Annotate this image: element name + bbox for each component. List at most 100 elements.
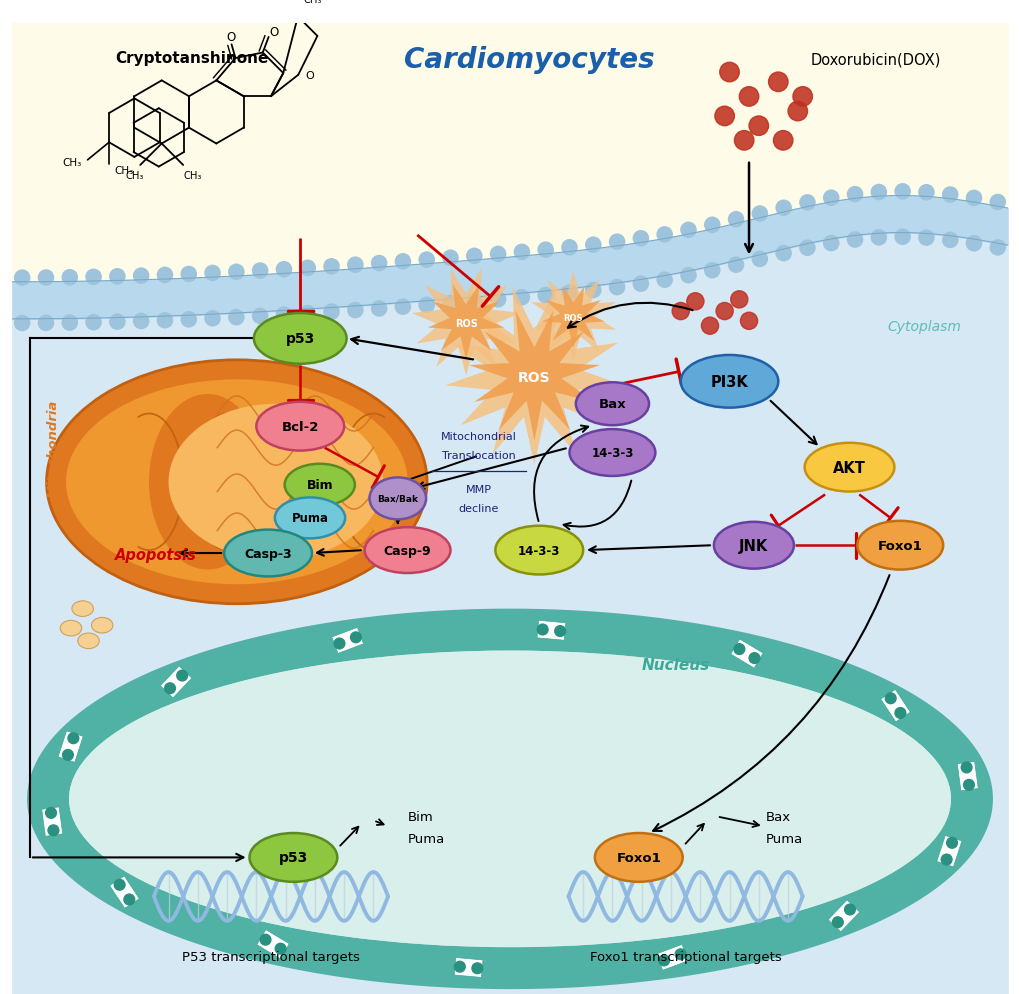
Text: CH₃: CH₃ <box>303 0 321 5</box>
Text: Cytoplasm: Cytoplasm <box>887 319 961 333</box>
Circle shape <box>560 285 577 301</box>
Circle shape <box>275 943 285 954</box>
Text: Bim: Bim <box>306 479 333 492</box>
Text: Cardiomyocytes: Cardiomyocytes <box>404 47 654 75</box>
Ellipse shape <box>680 356 777 409</box>
Text: p53: p53 <box>285 332 315 346</box>
Circle shape <box>394 299 411 316</box>
Text: Casp-3: Casp-3 <box>244 547 291 560</box>
Polygon shape <box>469 311 599 441</box>
Circle shape <box>371 255 387 272</box>
Ellipse shape <box>66 380 408 584</box>
Circle shape <box>792 87 812 107</box>
Circle shape <box>560 240 577 256</box>
Circle shape <box>788 102 807 121</box>
Circle shape <box>798 195 815 212</box>
Text: Bax: Bax <box>765 810 790 823</box>
Circle shape <box>61 269 78 286</box>
Polygon shape <box>530 271 615 362</box>
Circle shape <box>658 955 668 966</box>
Text: Puma: Puma <box>291 512 328 525</box>
Ellipse shape <box>32 614 987 984</box>
Circle shape <box>686 293 703 310</box>
Text: Casp-9: Casp-9 <box>383 544 431 557</box>
Text: ROS: ROS <box>518 371 550 385</box>
Polygon shape <box>427 285 504 361</box>
Circle shape <box>894 708 905 719</box>
Circle shape <box>371 301 387 317</box>
Text: ROS: ROS <box>454 318 477 328</box>
Text: Translocation: Translocation <box>441 451 516 461</box>
Text: decline: decline <box>459 504 498 514</box>
Circle shape <box>672 303 689 320</box>
Circle shape <box>537 624 547 635</box>
Text: Puma: Puma <box>765 832 802 845</box>
Circle shape <box>228 264 245 281</box>
Ellipse shape <box>256 403 343 451</box>
Text: Puma: Puma <box>408 832 444 845</box>
Circle shape <box>14 270 31 286</box>
Circle shape <box>656 227 673 244</box>
Ellipse shape <box>857 521 943 570</box>
Circle shape <box>632 276 648 292</box>
Ellipse shape <box>72 601 94 617</box>
Circle shape <box>917 230 933 247</box>
Circle shape <box>740 313 757 330</box>
Circle shape <box>62 749 73 760</box>
Polygon shape <box>879 690 910 722</box>
Circle shape <box>894 230 910 246</box>
Circle shape <box>917 185 933 202</box>
Text: Apopotsis: Apopotsis <box>115 548 197 563</box>
Circle shape <box>109 314 125 331</box>
Text: Nucleus: Nucleus <box>641 657 709 672</box>
Circle shape <box>748 653 759 664</box>
Circle shape <box>164 683 175 694</box>
Circle shape <box>822 190 839 207</box>
Circle shape <box>300 305 316 322</box>
Ellipse shape <box>713 522 793 569</box>
Circle shape <box>846 232 862 248</box>
Text: Doxorubicin(DOX): Doxorubicin(DOX) <box>810 53 941 68</box>
Circle shape <box>751 206 767 223</box>
Ellipse shape <box>224 530 312 577</box>
Text: Bax/Bak: Bax/Bak <box>377 494 418 503</box>
Circle shape <box>204 265 221 282</box>
Text: CH₃: CH₃ <box>183 171 202 181</box>
Circle shape <box>346 302 363 319</box>
Circle shape <box>869 185 887 201</box>
Ellipse shape <box>47 361 427 604</box>
Circle shape <box>300 260 316 276</box>
Polygon shape <box>730 639 762 668</box>
Text: CH₃: CH₃ <box>114 165 133 175</box>
Circle shape <box>832 916 843 927</box>
Ellipse shape <box>254 314 346 365</box>
Ellipse shape <box>495 526 583 575</box>
PathPatch shape <box>28 609 991 989</box>
Text: O: O <box>226 31 235 44</box>
Circle shape <box>632 231 648 248</box>
Circle shape <box>608 235 625 250</box>
Circle shape <box>260 934 271 945</box>
Text: 14-3-3: 14-3-3 <box>518 544 559 557</box>
Circle shape <box>351 632 361 643</box>
Text: CH₃: CH₃ <box>62 158 82 168</box>
Ellipse shape <box>576 383 648 425</box>
Circle shape <box>252 263 268 279</box>
Circle shape <box>514 289 530 306</box>
Circle shape <box>701 318 717 335</box>
Circle shape <box>124 895 135 905</box>
Ellipse shape <box>284 464 355 506</box>
Circle shape <box>537 243 553 258</box>
Text: p53: p53 <box>278 851 308 865</box>
Circle shape <box>846 187 862 203</box>
Circle shape <box>180 312 197 328</box>
Circle shape <box>960 762 971 773</box>
Ellipse shape <box>69 651 950 947</box>
Circle shape <box>585 282 601 299</box>
Circle shape <box>466 248 482 264</box>
Ellipse shape <box>149 395 266 570</box>
Circle shape <box>963 779 973 790</box>
Circle shape <box>680 267 696 284</box>
Polygon shape <box>58 732 84 762</box>
Circle shape <box>14 315 31 332</box>
